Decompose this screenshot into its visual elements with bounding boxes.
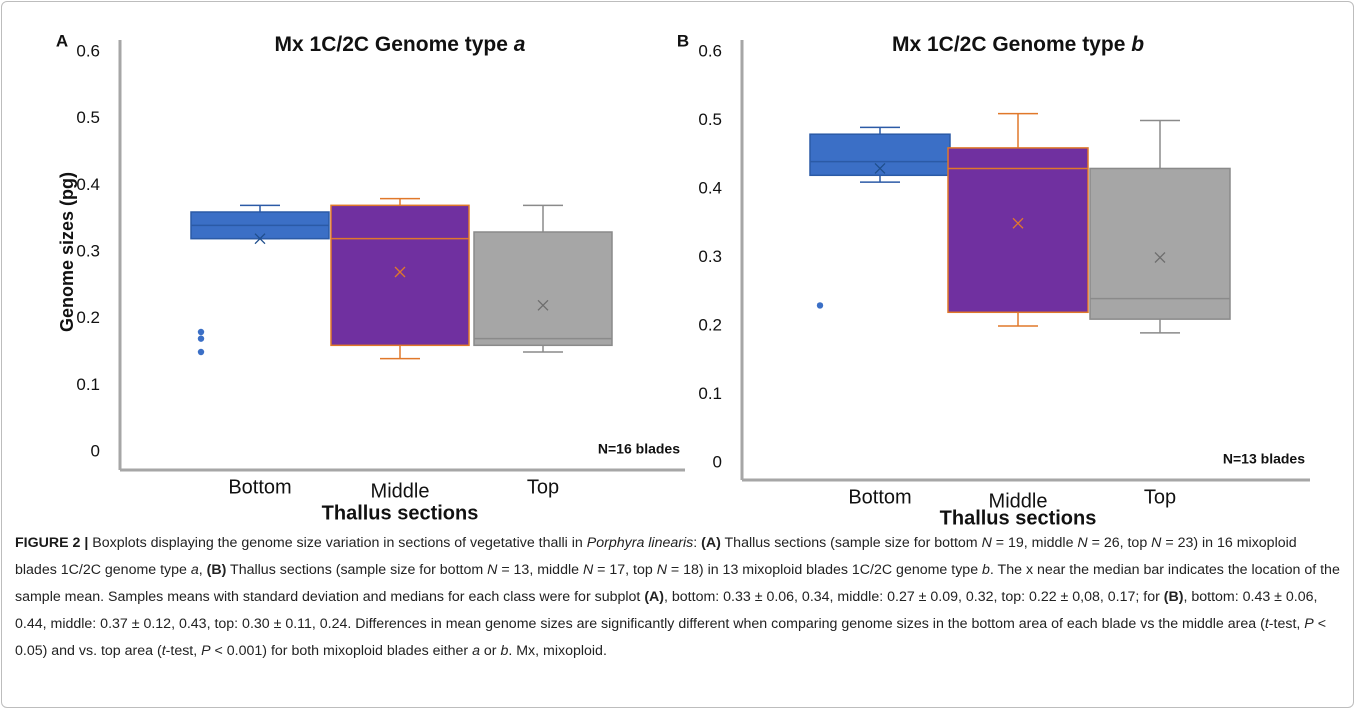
mean-marker	[254, 233, 266, 245]
title-part: b	[1131, 33, 1144, 56]
x-axis-label: Thallus sections	[322, 502, 479, 524]
box	[473, 231, 613, 347]
outlier	[816, 302, 824, 309]
box	[1089, 167, 1231, 320]
caption-run: < 0.001) for both mixoploid blades eithe…	[210, 643, 473, 659]
mean-marker	[874, 162, 886, 174]
caption-run: a	[190, 562, 199, 578]
y-tick-label: 0.4	[698, 178, 722, 197]
caption-run: N	[981, 535, 992, 551]
caption-run: = 19, middle	[991, 535, 1078, 551]
caption-run: :	[693, 535, 702, 551]
y-tick-label: 0.2	[698, 315, 722, 334]
caption-run: , bottom: 0.33 ± 0.06, 0.34, middle: 0.2…	[664, 589, 1164, 605]
caption-run: < 0.05) and vs. top area (	[15, 616, 1326, 659]
caption-run: N	[656, 562, 667, 578]
x-tick-label: Bottom	[228, 476, 291, 498]
title-part: a	[514, 33, 526, 56]
caption-run: N	[1151, 535, 1162, 551]
title-part: Mx 1C/2C Genome type	[892, 33, 1131, 56]
caption-run: P	[201, 643, 211, 659]
caption-run: ,	[198, 562, 207, 578]
y-tick-label: 0.1	[76, 375, 100, 394]
caption-run: = 26, top	[1087, 535, 1152, 551]
caption-run: or	[479, 643, 501, 659]
outlier	[197, 348, 205, 356]
caption-run: N	[582, 562, 594, 578]
x-tick-label: Middle	[989, 490, 1048, 512]
caption-run: b	[982, 562, 990, 578]
x-tick-label: Top	[527, 476, 559, 498]
caption-run: a	[472, 643, 480, 659]
x-tick-label: Middle	[371, 480, 430, 502]
mean-marker	[1012, 217, 1024, 229]
y-tick-label: 0.6	[698, 41, 722, 60]
panel-label: A	[56, 31, 68, 50]
box	[330, 204, 470, 347]
figure: A Mx 1C/2C Genome type a 0 0.1 0.2 0.3 0.4 0.5 0…	[56, 31, 1310, 529]
caption-run: (A)	[701, 535, 721, 551]
y-tick-label: 0.1	[698, 384, 722, 403]
mean-marker	[1154, 252, 1166, 263]
caption-run: Thallus sections (sample size for bottom	[720, 535, 982, 551]
caption-run: = 18) in 13 mixoploid blades 1C/2C genom…	[666, 562, 983, 578]
panel-label: B	[677, 31, 689, 50]
annotation: N=16 blades	[598, 441, 680, 457]
caption-run: -test,	[165, 643, 202, 659]
caption-run: Thallus sections (sample size for bottom	[226, 562, 488, 578]
chart-title: Mx 1C/2C Genome type a	[275, 33, 526, 56]
caption-run: -test,	[1268, 616, 1305, 632]
caption-run: = 23) in 16 mixoploid blades 1C/2C genom…	[15, 535, 1297, 578]
x-axis-label: Thallus sections	[940, 507, 1097, 529]
chart-title: Mx 1C/2C Genome type b	[892, 33, 1144, 56]
mean-marker	[394, 266, 406, 278]
caption-run: b	[500, 643, 509, 659]
caption-run: = 17, top	[593, 562, 657, 578]
y-tick-label: 0	[91, 441, 100, 460]
caption-run: (A)	[644, 589, 665, 605]
outlier	[197, 328, 205, 336]
caption-run: Boxplots displaying the genome size vari…	[88, 535, 587, 551]
y-tick-label: 0.5	[76, 108, 100, 127]
caption-run: N	[1077, 535, 1088, 551]
y-tick-label: 0.6	[76, 41, 100, 60]
caption-run: Porphyra linearis	[586, 535, 694, 551]
caption-run: t	[1264, 616, 1269, 632]
caption: FIGURE 2 | Boxplots displaying the genom…	[15, 530, 1340, 665]
caption-run: = 13, middle	[497, 562, 583, 578]
caption-run: FIGURE 2 |	[15, 535, 89, 551]
title-part: Mx 1C/2C Genome type	[275, 33, 514, 56]
caption-run: , bottom: 0.43 ± 0.06, 0.44, middle: 0.3…	[15, 589, 1318, 632]
y-tick-label: 0.3	[76, 241, 100, 260]
y-tick-label: 0.3	[698, 247, 722, 266]
caption-run: P	[1304, 616, 1314, 632]
y-tick-label: 0.4	[76, 175, 100, 194]
caption-run: . Mx, mixoploid.	[508, 643, 607, 659]
x-tick-label: Bottom	[848, 486, 911, 508]
y-tick-label: 0.2	[76, 308, 100, 327]
box	[947, 147, 1089, 314]
caption-run: (B)	[206, 562, 227, 578]
caption-run: . The x near the median bar indicates th…	[15, 562, 1340, 605]
x-tick-label: Top	[1144, 486, 1176, 508]
caption-run: (B)	[1163, 589, 1184, 605]
mean-marker	[537, 299, 549, 311]
y-tick-label: 0.5	[698, 110, 722, 129]
annotation: N=13 blades	[1223, 451, 1305, 467]
y-axis-label: Genome sizes (pg)	[57, 172, 77, 332]
caption-run: N	[487, 562, 498, 578]
outlier	[197, 335, 205, 342]
caption-run: t	[161, 643, 166, 659]
y-tick-label: 0	[713, 452, 722, 471]
